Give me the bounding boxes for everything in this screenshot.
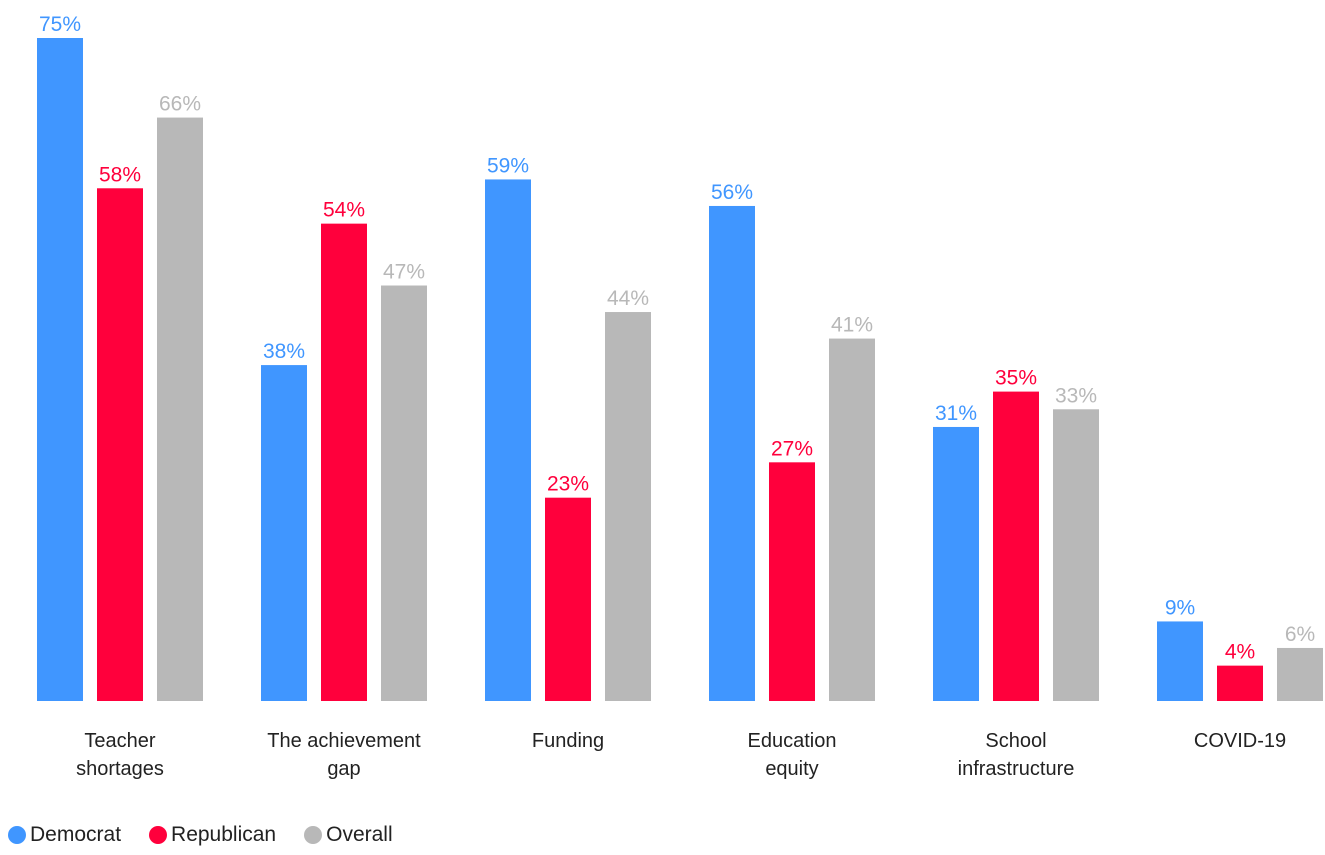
category-label-education-equity: Education equity: [748, 730, 837, 780]
bar-republican-funding: [545, 497, 591, 701]
bar-overall-funding: [605, 312, 651, 701]
data-label-democrat-teacher-shortages: 75%: [39, 13, 81, 36]
bar-democrat-school-infrastructure: [933, 426, 979, 701]
legend-swatch-overall: [304, 826, 323, 844]
data-label-democrat-education-equity: 56%: [711, 181, 753, 204]
data-label-democrat-the-achievement-gap: 38%: [263, 340, 305, 363]
bar-overall-teacher-shortages: [157, 117, 203, 701]
data-label-republican-education-equity: 27%: [771, 437, 813, 460]
legend-label-democrat: Democrat: [30, 823, 122, 846]
legend-swatch-republican: [149, 826, 168, 844]
bar-overall-school-infrastructure: [1053, 409, 1099, 701]
data-label-democrat-covid-19: 9%: [1165, 596, 1195, 619]
data-label-overall-covid-19: 6%: [1285, 623, 1315, 646]
data-label-republican-school-infrastructure: 35%: [995, 367, 1037, 390]
bar-overall-covid-19: [1277, 647, 1323, 701]
bar-republican-teacher-shortages: [97, 188, 143, 701]
category-label-covid-19: COVID-19: [1194, 730, 1286, 752]
data-label-overall-funding: 44%: [607, 287, 649, 310]
data-label-republican-teacher-shortages: 58%: [99, 163, 141, 186]
data-label-democrat-funding: 59%: [487, 154, 529, 177]
legend-swatch-democrat: [8, 826, 26, 844]
bar-overall-the-achievement-gap: [381, 285, 427, 701]
bar-republican-covid-19: [1217, 665, 1263, 701]
bar-democrat-the-achievement-gap: [261, 365, 307, 701]
data-label-republican-funding: 23%: [547, 473, 589, 496]
category-label-funding: Funding: [532, 730, 604, 752]
data-label-overall-school-infrastructure: 33%: [1055, 384, 1097, 407]
legend-item-democrat: Democrat: [8, 823, 121, 847]
bar-republican-school-infrastructure: [993, 391, 1039, 701]
legend-label-overall: Overall: [326, 823, 393, 846]
category-label-teacher-shortages: Teacher shortages: [76, 730, 164, 780]
bar-republican-the-achievement-gap: [321, 223, 367, 701]
bar-overall-education-equity: [829, 338, 875, 701]
data-label-overall-teacher-shortages: 66%: [159, 93, 201, 116]
legend-item-republican: Republican: [149, 823, 276, 847]
bar-democrat-funding: [485, 179, 531, 701]
legend: Democrat Republican Overall: [8, 823, 421, 847]
data-label-democrat-school-infrastructure: 31%: [935, 402, 977, 425]
bar-democrat-covid-19: [1157, 621, 1203, 701]
legend-label-republican: Republican: [171, 823, 277, 846]
data-label-overall-the-achievement-gap: 47%: [383, 261, 425, 284]
data-label-republican-the-achievement-gap: 54%: [323, 199, 365, 222]
bar-democrat-teacher-shortages: [37, 38, 83, 701]
data-label-overall-education-equity: 41%: [831, 314, 873, 337]
category-label-the-achievement-gap: The achievement gap: [267, 730, 421, 780]
bar-democrat-education-equity: [709, 205, 755, 701]
legend-item-overall: Overall: [304, 823, 393, 847]
data-label-republican-covid-19: 4%: [1225, 641, 1255, 664]
category-label-school-infrastructure: School infrastructure: [958, 730, 1075, 780]
bar-republican-education-equity: [769, 462, 815, 701]
